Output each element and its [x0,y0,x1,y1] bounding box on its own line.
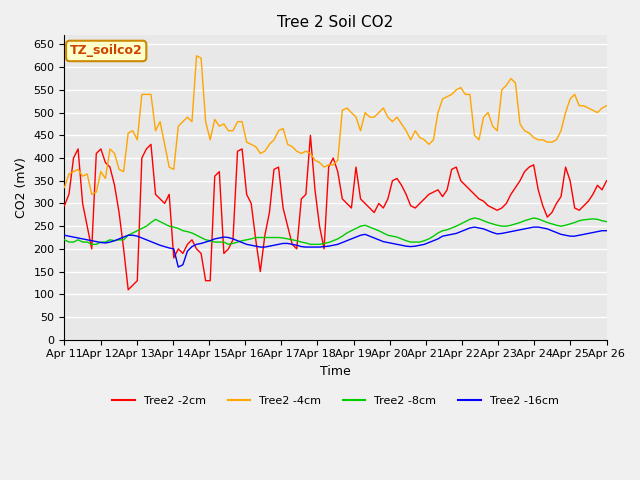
Title: Tree 2 Soil CO2: Tree 2 Soil CO2 [277,15,394,30]
Text: TZ_soilco2: TZ_soilco2 [70,45,143,58]
Legend: Tree2 -2cm, Tree2 -4cm, Tree2 -8cm, Tree2 -16cm: Tree2 -2cm, Tree2 -4cm, Tree2 -8cm, Tree… [108,391,563,410]
Y-axis label: CO2 (mV): CO2 (mV) [15,157,28,218]
X-axis label: Time: Time [320,365,351,378]
